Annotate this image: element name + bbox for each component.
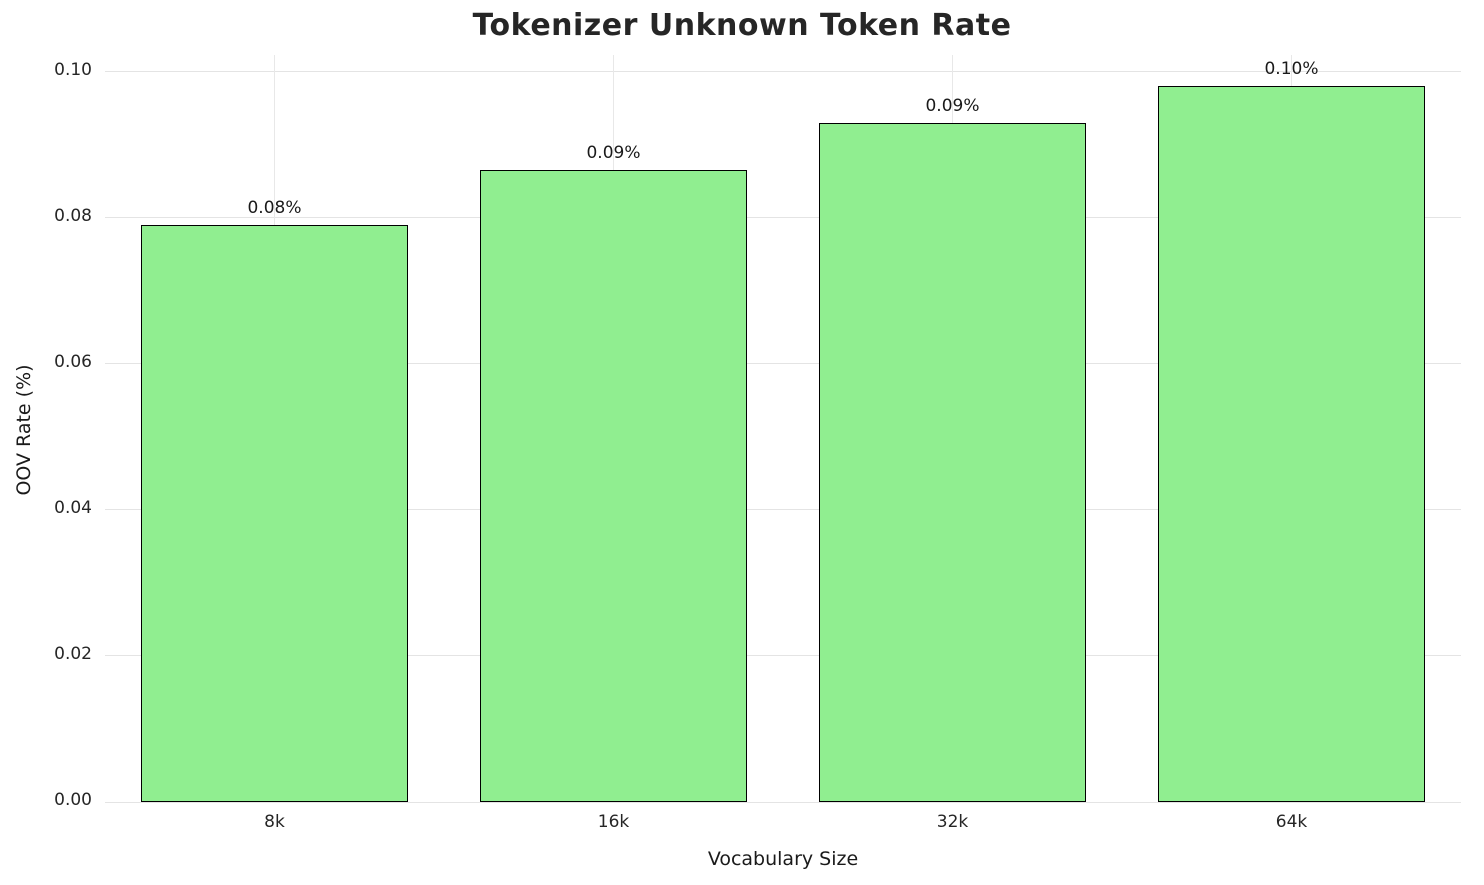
y-tick-label: 0.10 <box>54 59 92 80</box>
bar-value-label: 0.09% <box>586 143 641 164</box>
y-axis-label: OOV Rate (%) <box>13 364 35 496</box>
x-tick-label: 8k <box>264 812 285 832</box>
gridline-horizontal <box>105 655 1461 657</box>
gridline-horizontal <box>105 71 1461 73</box>
y-tick-label: 0.04 <box>54 497 92 518</box>
bar-8k <box>140 225 409 802</box>
x-tick-label: 64k <box>1275 812 1308 832</box>
gridline-horizontal <box>105 217 1461 219</box>
gridline-horizontal <box>105 363 1461 365</box>
y-tick-label: 0.02 <box>54 643 92 664</box>
bar-value-label: 0.08% <box>247 198 302 219</box>
y-tick-label: 0.00 <box>54 790 92 810</box>
chart-title: Tokenizer Unknown Token Rate <box>472 8 1012 43</box>
y-tick-label: 0.06 <box>54 351 92 372</box>
gridline-horizontal <box>105 509 1461 511</box>
plot-area: 0.08% 0.09% 0.09% 0.10% <box>105 55 1461 803</box>
bar-value-label: 0.09% <box>925 95 980 116</box>
x-tick-label: 16k <box>597 812 630 832</box>
x-tick-label: 32k <box>936 812 969 832</box>
bar-32k <box>818 122 1087 802</box>
bar-16k <box>479 170 748 802</box>
bar-64k <box>1157 86 1426 802</box>
gridline-horizontal <box>105 801 1461 803</box>
y-tick-label: 0.08 <box>54 205 92 226</box>
bar-value-label: 0.10% <box>1264 59 1319 80</box>
x-axis-label: Vocabulary Size <box>707 848 859 870</box>
